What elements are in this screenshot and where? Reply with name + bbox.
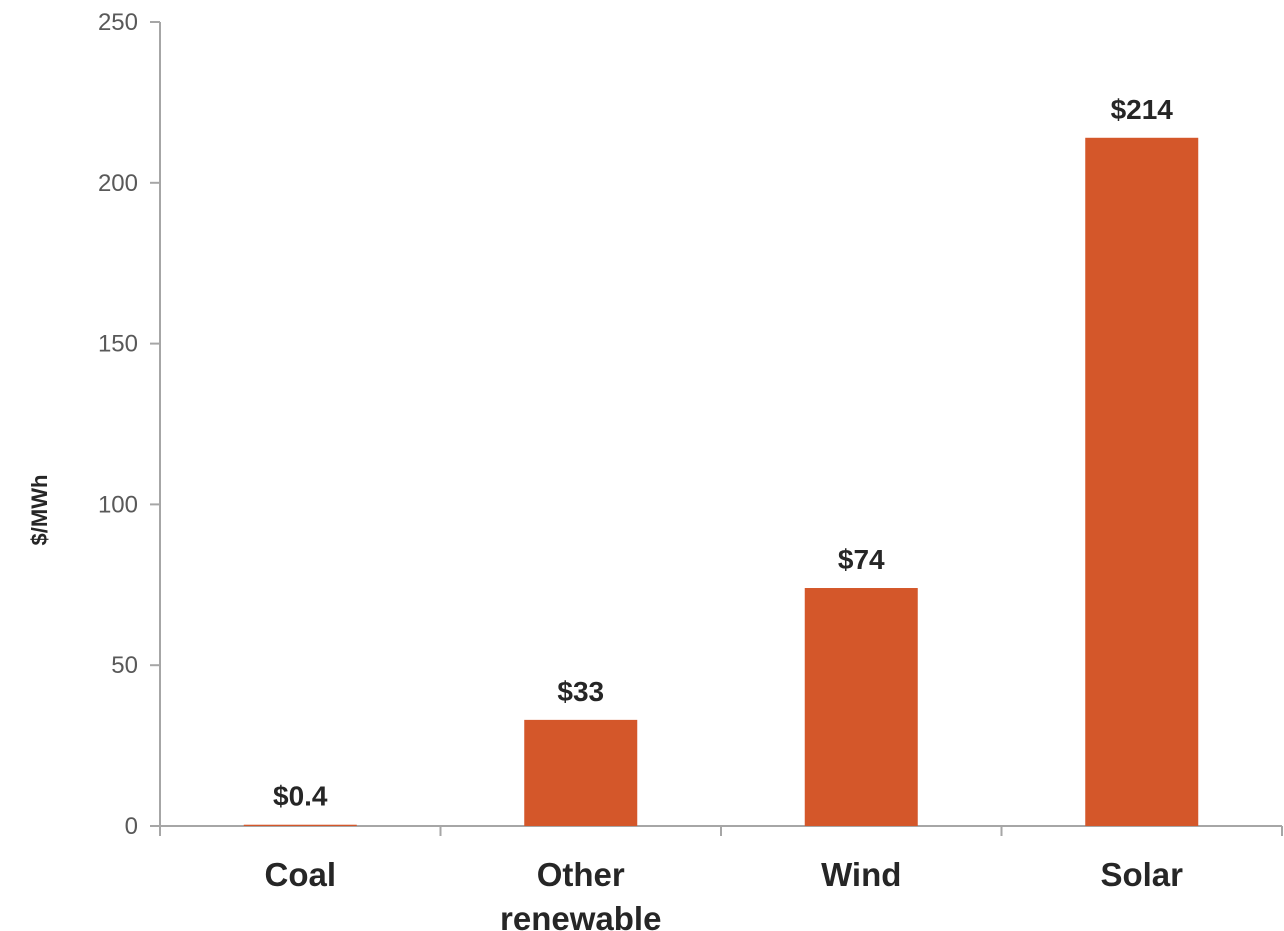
bar-series [243,137,1199,826]
x-category-label: renewable [500,900,661,931]
bar-solar [1085,137,1199,826]
y-axis-title: $/MWh [27,475,52,546]
x-category-label: Solar [1100,856,1183,893]
y-tick-label: 0 [125,813,138,840]
y-tick-label: 100 [98,491,138,518]
y-tick-label: 50 [111,652,138,679]
category-labels: Coal Other renewable Wind Solar [264,856,1183,931]
bar-other-renewable [524,719,638,826]
y-tick-label: 250 [98,9,138,36]
data-label: $214 [1111,94,1174,125]
x-category-label: Coal [264,856,336,893]
x-category-label: Other [537,856,625,893]
y-tick-label: 150 [98,331,138,358]
data-labels: $0.4 $33 $74 $214 [273,94,1173,812]
x-axis [159,825,1283,836]
data-label: $74 [838,544,885,575]
data-label: $33 [557,676,604,707]
y-tick-label: 200 [98,170,138,197]
data-label: $0.4 [273,781,328,812]
x-category-label: Wind [821,856,901,893]
bar-wind [804,588,918,826]
bar-coal [243,824,357,826]
y-axis: 0 50 100 150 200 250 [98,9,161,840]
